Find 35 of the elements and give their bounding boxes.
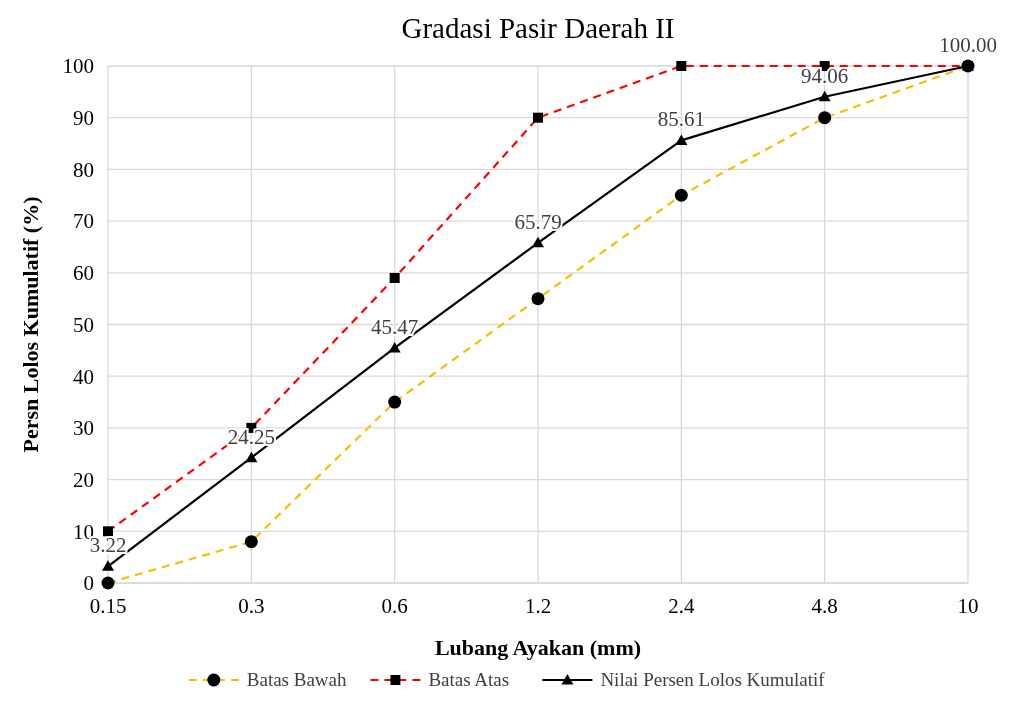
y-axis-title: Persn Lolos Kumulatif (%) (18, 196, 43, 453)
y-tick-label: 0 (83, 571, 94, 596)
x-tick-label: 0.15 (89, 594, 127, 618)
y-tick-label: 40 (73, 364, 94, 389)
legend-label: Nilai Persen Lolos Kumulatif (600, 669, 826, 690)
data-label: 100.00 (939, 33, 997, 57)
x-tick-label: 2.4 (668, 594, 695, 618)
x-tick-label: 4.8 (811, 594, 838, 618)
y-tick-label: 30 (73, 416, 94, 441)
y-tick-label: 90 (73, 106, 94, 131)
data-label: 85.61 (657, 107, 705, 132)
y-tick-label: 100 (62, 54, 94, 79)
y-tick-label: 60 (73, 261, 94, 286)
legend-label: Batas Atas (428, 669, 510, 690)
point (818, 90, 831, 102)
x-tick-label: 0.6 (381, 594, 408, 618)
data-label: 65.79 (514, 209, 562, 234)
y-tick-label: 80 (73, 157, 94, 182)
x-tick-label: 1.2 (524, 594, 552, 618)
x-axis-title: Lubang Ayakan (mm) (434, 635, 642, 660)
point (675, 134, 688, 145)
data-label: 94.06 (801, 63, 849, 88)
point (102, 560, 114, 571)
y-tick-label: 50 (73, 312, 94, 337)
x-tick-label: 0.3 (238, 594, 265, 618)
y-tick-label: 20 (73, 467, 94, 492)
point (245, 451, 258, 463)
chart-title: Gradasi Pasir Daerah II (401, 12, 675, 44)
legend-label: Batas Bawah (246, 669, 348, 690)
data-label: 45.47 (371, 314, 419, 339)
point (388, 341, 401, 353)
point (532, 236, 544, 248)
y-tick-label: 70 (73, 209, 94, 234)
data-label: 24.25 (227, 424, 275, 449)
x-tick-label: 10 (957, 594, 979, 618)
